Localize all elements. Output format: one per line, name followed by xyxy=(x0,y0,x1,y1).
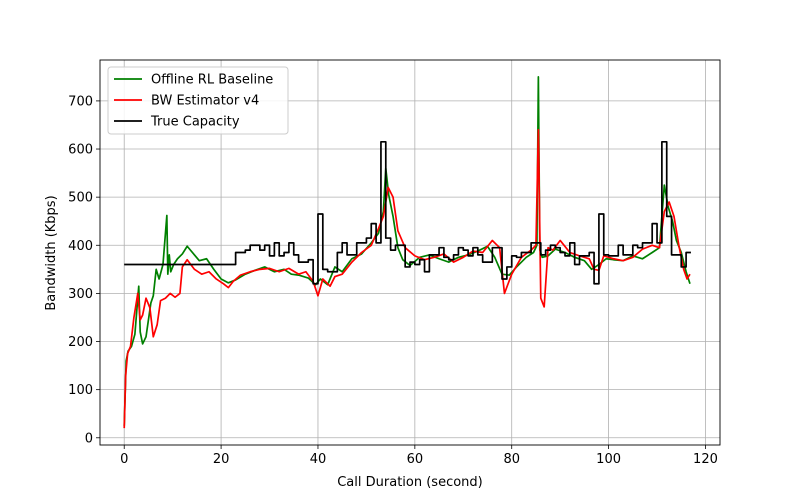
legend: Offline RL Baseline BW Estimator v4 True C… xyxy=(107,66,289,135)
x-tick-label: 40 xyxy=(310,452,327,467)
ticks: 0 20 40 60 80 100 120 0 100 200 300 400 500 600 700 xyxy=(68,94,718,467)
y-tick-label: 600 xyxy=(68,143,93,158)
x-tick-label: 20 xyxy=(213,452,230,467)
y-tick-label: 200 xyxy=(68,335,93,350)
x-tick-label: 60 xyxy=(407,452,424,467)
x-axis-label: Call Duration (second) xyxy=(337,475,483,490)
y-tick-label: 100 xyxy=(68,383,93,398)
y-tick-label: 700 xyxy=(68,94,93,109)
y-tick-label: 500 xyxy=(68,191,93,206)
legend-label: Offline RL Baseline xyxy=(151,73,273,88)
series-line-bw-estimator-v4 xyxy=(123,128,691,429)
axes xyxy=(99,59,721,446)
y-tick-label: 300 xyxy=(68,287,93,302)
plot-frame xyxy=(99,59,721,446)
legend-box xyxy=(107,66,289,135)
x-tick-label: 120 xyxy=(693,452,718,467)
x-tick-label: 100 xyxy=(596,452,621,467)
y-axis-label: Bandwidth (Kbps) xyxy=(44,195,59,310)
y-tick-label: 0 xyxy=(85,431,93,446)
series-lines xyxy=(123,75,691,429)
x-tick-label: 0 xyxy=(120,452,128,467)
series-line-true-capacity xyxy=(124,140,691,285)
legend-label: True Capacity xyxy=(150,115,240,130)
legend-label: BW Estimator v4 xyxy=(151,94,259,109)
grid xyxy=(100,60,720,445)
y-tick-label: 400 xyxy=(68,239,93,254)
x-tick-label: 80 xyxy=(503,452,520,467)
